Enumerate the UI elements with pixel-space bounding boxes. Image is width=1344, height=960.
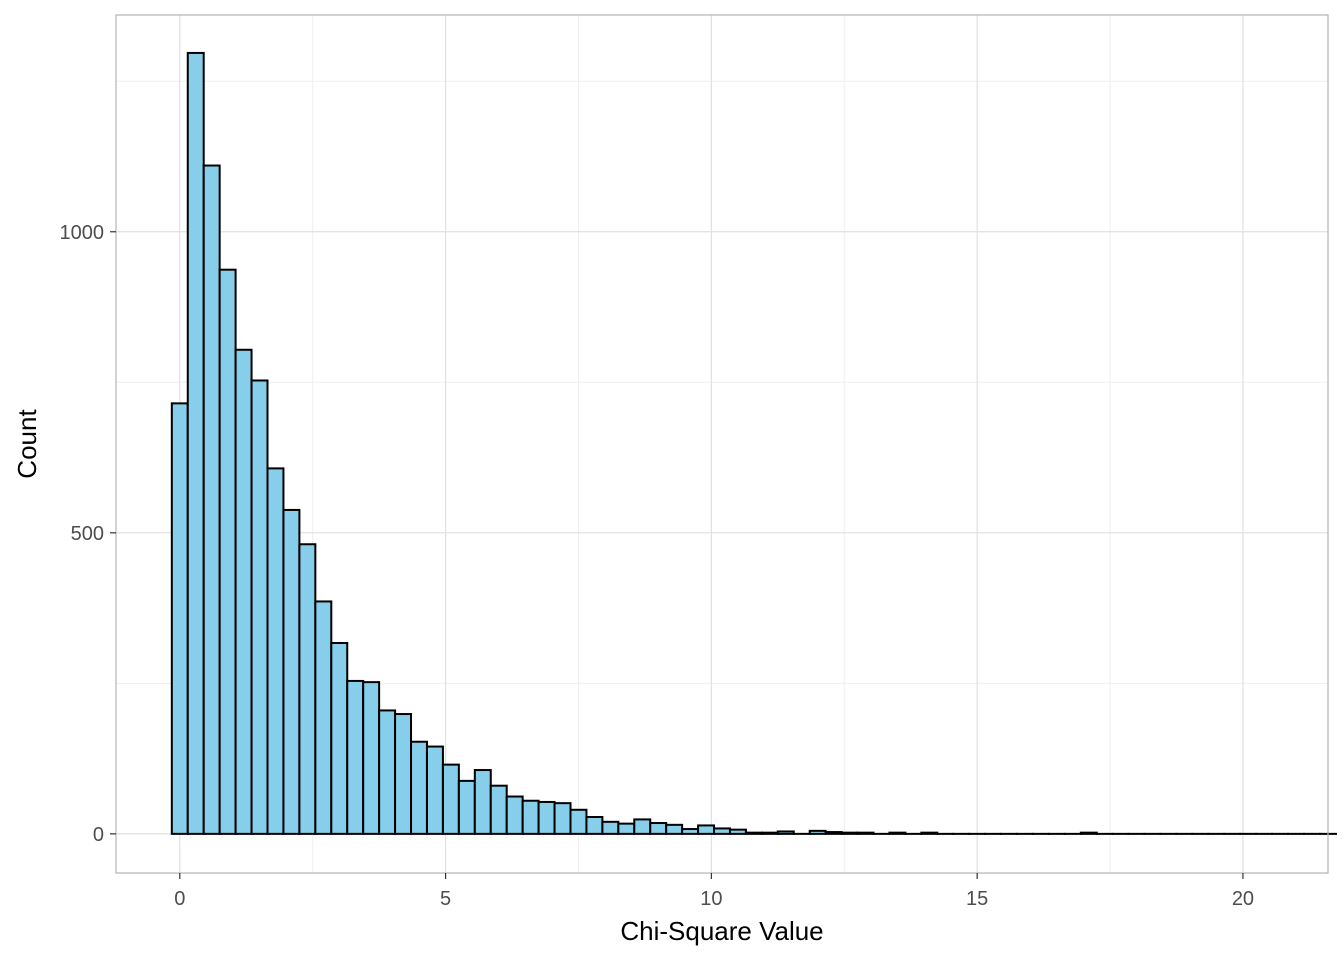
histogram-bar (394, 713, 413, 835)
y-axis-title: Count (12, 409, 42, 479)
histogram-bar (266, 467, 285, 835)
histogram-bar (425, 745, 444, 835)
y-tick-label: 500 (71, 523, 104, 545)
histogram-bar (744, 831, 763, 835)
histogram-bar (569, 808, 588, 835)
histogram-bar (585, 816, 604, 835)
histogram-bar (537, 800, 556, 835)
histogram-bar (776, 830, 795, 835)
histogram-bar (457, 779, 476, 835)
histogram-bar (713, 827, 731, 835)
histogram-bar (601, 820, 620, 835)
histogram-bar (298, 543, 317, 835)
histogram-bar (920, 831, 939, 835)
histogram-bar (410, 740, 428, 835)
histogram-bar (665, 823, 684, 835)
histogram-bar (760, 831, 779, 835)
x-axis: 0 5 10 15 20 (174, 873, 1254, 910)
histogram-bar (808, 829, 827, 835)
histogram-bars (170, 51, 1337, 835)
histogram-bar (362, 681, 381, 835)
histogram-bar (250, 379, 269, 835)
x-tick-label: 10 (700, 888, 722, 910)
histogram-bar (1079, 831, 1098, 835)
x-tick-label: 15 (966, 888, 988, 910)
histogram-bar (728, 828, 747, 835)
histogram-bar (378, 709, 397, 835)
x-tick-label: 20 (1232, 888, 1254, 910)
histogram-bar (649, 822, 668, 835)
histogram-bar (282, 508, 301, 835)
histogram-bar (505, 795, 524, 835)
panel-border (115, 14, 1329, 874)
histogram-bar (170, 402, 189, 835)
histogram-bar (681, 828, 700, 835)
histogram-bar (888, 831, 907, 835)
histogram-bar (521, 799, 540, 835)
histogram-bar (489, 784, 508, 835)
histogram-bar (218, 268, 237, 835)
x-axis-title: Chi-Square Value (620, 916, 823, 946)
histogram-bar (856, 831, 875, 835)
histogram-bar (473, 769, 492, 835)
histogram-bar (824, 831, 843, 835)
histogram-bar (840, 831, 859, 835)
y-tick-label: 0 (93, 824, 104, 846)
histogram-bar (202, 164, 221, 835)
x-tick-label: 5 (440, 888, 451, 910)
histogram-bar (553, 802, 572, 835)
histogram-bar (234, 348, 253, 835)
histogram-bar (314, 600, 333, 835)
histogram-bar (186, 51, 205, 835)
x-tick-label: 0 (174, 888, 185, 910)
y-tick-label: 1000 (60, 222, 105, 244)
y-axis: 0 500 1000 (60, 222, 116, 846)
histogram-bar (346, 679, 365, 835)
histogram-bar (441, 763, 460, 835)
histogram-bar (697, 824, 716, 835)
histogram-bar (330, 641, 349, 835)
histogram-bar (633, 818, 652, 835)
histogram-bar (617, 822, 636, 835)
